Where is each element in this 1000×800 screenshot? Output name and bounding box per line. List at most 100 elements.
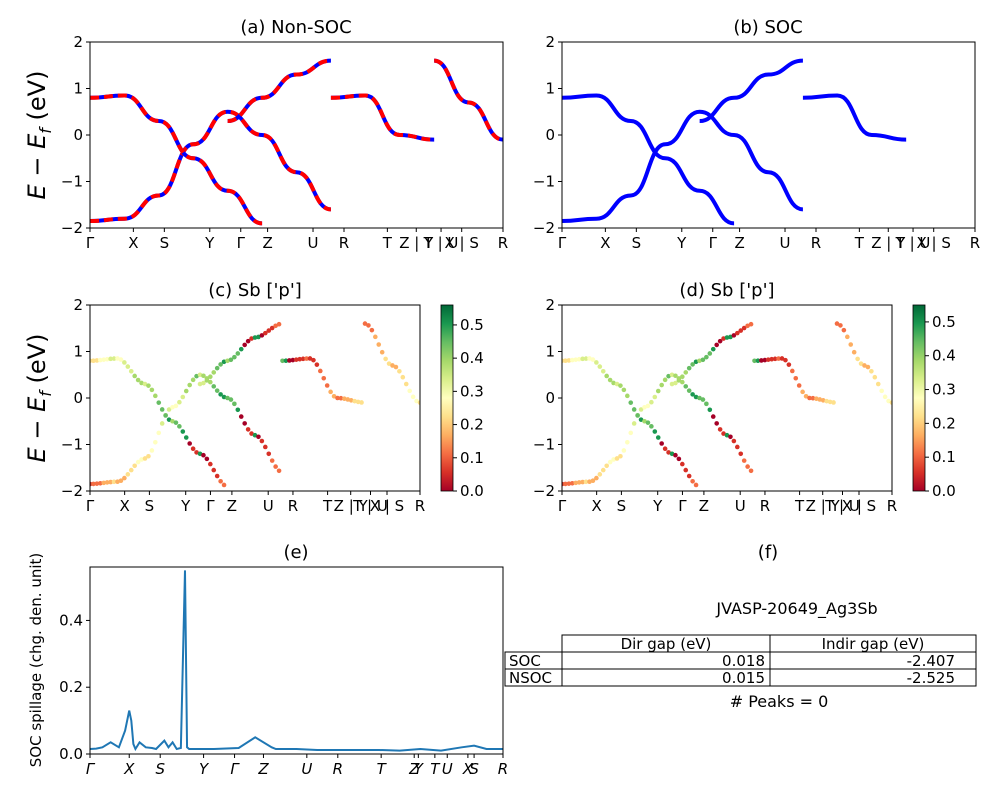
panel-d-xtick-label: R	[760, 497, 770, 515]
projection-point	[228, 357, 234, 363]
panel-d-title: (d) Sb ['p']	[679, 280, 774, 301]
panel-c-xtick-label: S	[145, 497, 155, 515]
projection-point	[645, 403, 651, 409]
projection-point	[700, 357, 706, 363]
projection-point	[621, 448, 627, 453]
panel-c-ytick-label: −1	[61, 436, 83, 454]
panel-e-xtick-label: U	[301, 760, 312, 778]
projection-point	[228, 397, 234, 402]
projection-point	[238, 346, 244, 352]
projection-point	[132, 373, 137, 379]
projection-point	[483, 438, 488, 443]
panel-d-ytick-label: −2	[533, 482, 555, 500]
panel-a-ytick-label: 0	[73, 126, 83, 144]
panel-c-ytick-label: 2	[73, 296, 83, 314]
projection-point	[693, 482, 699, 488]
projection-point	[707, 407, 713, 413]
projection-point	[879, 388, 884, 394]
projection-point	[194, 373, 199, 379]
projection-point	[659, 382, 664, 388]
projection-point	[235, 351, 241, 356]
projection-point	[573, 357, 579, 362]
projection-point	[252, 335, 258, 340]
projection-point	[765, 357, 771, 362]
projection-point	[604, 463, 609, 469]
projection-point	[300, 356, 306, 362]
projection-point	[762, 357, 768, 363]
projection-point	[293, 357, 299, 362]
projection-point	[111, 479, 117, 485]
projection-point	[769, 356, 774, 362]
projection-point	[180, 429, 186, 434]
panel-d-xtick-label: T | U	[824, 497, 860, 515]
projection-point	[379, 349, 385, 355]
projection-point	[752, 358, 757, 364]
colorbar-d: 0.0 0.1 0.2 0.3 0.4 0.5	[912, 304, 956, 500]
projection-point	[707, 351, 713, 356]
projection-point	[183, 435, 189, 440]
panel-e-xtick-label: R	[498, 760, 508, 778]
projection-point	[755, 358, 761, 364]
projection-point	[221, 482, 227, 488]
projection-point	[386, 361, 392, 366]
projection-point	[614, 381, 620, 387]
projection-point	[318, 368, 323, 374]
projection-point	[655, 435, 661, 440]
projection-point	[214, 365, 220, 371]
projection-point	[676, 378, 682, 383]
projection-point	[882, 394, 888, 400]
panel-e-frame	[89, 566, 504, 755]
panel-a-xtick-label: X	[128, 234, 138, 252]
projection-point	[621, 387, 627, 393]
projection-point	[824, 398, 829, 404]
panel-c-xtick-label: Γ	[86, 497, 95, 515]
projection-point	[907, 402, 912, 407]
projection-point	[986, 403, 991, 408]
projection-point	[655, 388, 661, 394]
projection-point	[283, 358, 289, 364]
projection-point	[197, 451, 203, 457]
projection-point	[563, 481, 568, 487]
projection-point	[680, 379, 685, 385]
projection-point	[583, 356, 589, 361]
colorbar-tick-label: 0.0	[932, 482, 956, 500]
band-line-nonsoc	[227, 58, 332, 124]
projection-point	[607, 459, 613, 465]
projection-point	[838, 323, 843, 328]
projection-point	[580, 356, 585, 362]
projection-point	[417, 400, 420, 405]
projection-point	[845, 334, 850, 340]
projection-point	[989, 400, 994, 405]
projection-point	[108, 356, 113, 362]
projection-point	[772, 356, 778, 362]
projection-point	[897, 401, 902, 406]
band-line-nonsoc	[330, 93, 435, 142]
panel-e-xtick-label: Y	[414, 760, 425, 778]
projection-point	[972, 410, 977, 415]
projection-point	[328, 389, 333, 395]
projection-point	[104, 356, 110, 362]
panel-c-ytick-label: 0	[73, 389, 83, 407]
panel-e-ytick-label: 0.4	[59, 611, 83, 629]
projection-point	[800, 389, 805, 395]
panel-c-xtick-label: Z | Y	[334, 497, 369, 515]
projection-point	[410, 394, 416, 400]
panel-d-ytick-label: 0	[545, 389, 555, 407]
projection-point	[886, 398, 891, 404]
panel-b-title: (b) SOC	[733, 17, 802, 38]
projection-point	[649, 399, 654, 405]
projection-point	[170, 405, 175, 410]
panel-e-xtick-label: S	[469, 760, 479, 778]
projection-point	[98, 357, 103, 363]
projection-point	[869, 368, 874, 374]
projection-point	[397, 368, 402, 374]
panel-c-xtick-label: Y	[180, 497, 191, 515]
panel-a-xtick-label: S	[160, 234, 170, 252]
projection-point	[903, 402, 908, 407]
projection-point	[697, 395, 702, 401]
projection-point	[793, 375, 799, 381]
projection-point	[428, 401, 433, 406]
projection-point	[335, 395, 340, 401]
projection-point	[421, 400, 426, 405]
panel-e-xtick-label: T	[430, 760, 441, 778]
